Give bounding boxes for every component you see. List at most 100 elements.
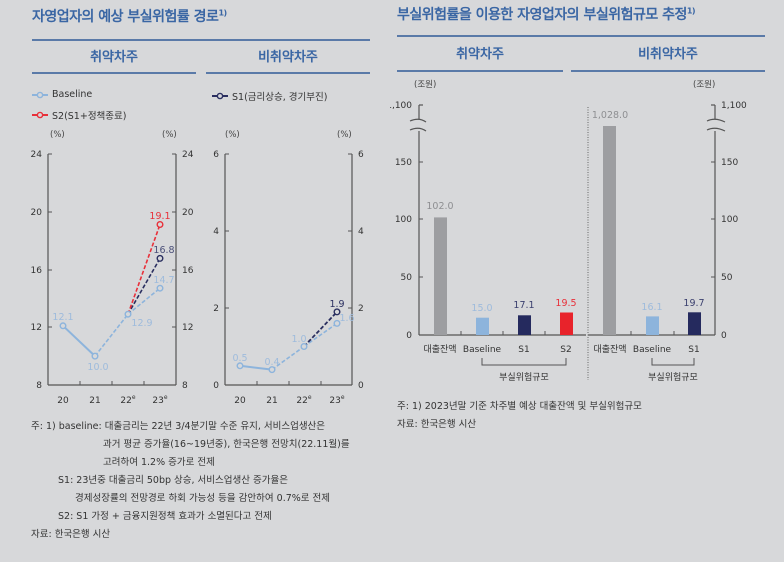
- svg-text:102.0: 102.0: [426, 201, 453, 212]
- svg-text:50: 50: [401, 273, 413, 283]
- s2-marker-icon: [32, 111, 48, 119]
- baseline-marker-icon: [32, 91, 48, 98]
- svg-text:S1: S1: [688, 345, 699, 355]
- left-panel-2-label: 비취약차주: [258, 50, 318, 65]
- svg-text:22e: 22e: [120, 394, 135, 406]
- svg-text:1,028.0: 1,028.0: [592, 110, 628, 121]
- legend-baseline: Baseline: [32, 89, 92, 100]
- left-note-5: 경제성장률의 전망경로 하회 가능성 등을 감안하여 0.7%로 전제: [75, 493, 331, 504]
- svg-text:(조원): (조원): [693, 80, 715, 90]
- s1-marker-icon: [212, 92, 228, 100]
- vulnerable-line-chart: (%) (%) 24 20 16 12 8 24 20 16 12 8 20 2…: [31, 130, 194, 406]
- svg-text:16.8: 16.8: [153, 245, 174, 256]
- svg-text:대출잔액: 대출잔액: [593, 343, 626, 355]
- svg-text:1.6: 1.6: [339, 313, 354, 324]
- left-panel-1-rule: [32, 72, 196, 74]
- left-source: 자료: 한국은행 시산: [31, 529, 111, 540]
- svg-text:0.5: 0.5: [232, 353, 247, 364]
- svg-text:0: 0: [213, 381, 219, 391]
- svg-text:0: 0: [406, 331, 412, 341]
- right-top-rule: [397, 35, 765, 37]
- svg-text:4: 4: [213, 227, 219, 237]
- svg-text:12: 12: [182, 323, 193, 333]
- right-panel-2-label: 비취약차주: [638, 47, 698, 62]
- svg-text:0: 0: [721, 331, 727, 341]
- svg-text:1,100: 1,100: [721, 101, 747, 111]
- svg-text:1.0: 1.0: [291, 334, 306, 345]
- left-note-3: 고려하여 1.2% 증가로 전제: [103, 457, 215, 468]
- legend-s1: S1(금리상승, 경기부진): [212, 89, 327, 103]
- svg-text:22e: 22e: [296, 394, 311, 406]
- left-axis-unit: (%): [50, 130, 65, 140]
- svg-text:0.4: 0.4: [264, 357, 279, 368]
- svg-text:150: 150: [721, 158, 738, 168]
- svg-text:(조원): (조원): [414, 80, 436, 90]
- svg-text:8: 8: [36, 381, 42, 391]
- right-chart-title: 부실위험률을 이용한 자영업자의 부실위험규모 추정1): [397, 4, 696, 24]
- risk-size-bar-chart: (조원) (조원) 1,100 150 100 50 0 102.0 15.0 …: [390, 80, 747, 383]
- svg-text:20: 20: [57, 396, 69, 406]
- left-title-footnote: 1): [218, 8, 227, 18]
- svg-text:17.1: 17.1: [513, 300, 534, 311]
- svg-text:S1: S1: [518, 345, 529, 355]
- svg-text:21: 21: [89, 396, 100, 406]
- svg-text:100: 100: [395, 215, 412, 225]
- svg-text:2: 2: [213, 304, 219, 314]
- svg-text:(%): (%): [337, 130, 352, 140]
- left-note-2: 과거 평균 증가율(16~19년중), 한국은행 전망치(22.11월)를: [103, 439, 350, 450]
- svg-text:23e: 23e: [329, 394, 344, 406]
- svg-text:14.7: 14.7: [153, 275, 174, 286]
- svg-text:16: 16: [31, 266, 43, 276]
- svg-text:150: 150: [395, 158, 412, 168]
- left-chart-title: 자영업자의 예상 부실위험률 경로1): [32, 6, 227, 26]
- right-panel-2-rule: [571, 70, 765, 72]
- svg-text:(%): (%): [225, 130, 240, 140]
- svg-text:100: 100: [721, 215, 738, 225]
- svg-text:20: 20: [234, 396, 246, 406]
- legend-s2: S2(S1+정책종료): [32, 108, 126, 122]
- svg-text:16: 16: [182, 266, 194, 276]
- svg-text:4: 4: [358, 227, 364, 237]
- svg-text:50: 50: [721, 273, 733, 283]
- svg-text:Baseline: Baseline: [633, 345, 672, 355]
- svg-text:19.7: 19.7: [683, 298, 704, 309]
- right-panel-1-label: 취약차주: [456, 47, 504, 62]
- svg-text:10.0: 10.0: [87, 362, 108, 373]
- svg-text:Baseline: Baseline: [463, 345, 502, 355]
- left-title-text: 자영업자의 예상 부실위험률 경로: [32, 9, 219, 25]
- svg-text:8: 8: [182, 381, 188, 391]
- left-top-rule: [32, 39, 370, 41]
- legend-s2-label: S2(S1+정책종료): [52, 111, 127, 122]
- svg-text:12: 12: [31, 323, 42, 333]
- right-title-text: 부실위험률을 이용한 자영업자의 부실위험규모 추정: [397, 7, 687, 23]
- svg-text:24: 24: [31, 150, 43, 160]
- svg-text:대출잔액: 대출잔액: [423, 343, 456, 355]
- svg-text:1,100: 1,100: [390, 101, 412, 111]
- svg-text:6: 6: [213, 150, 219, 160]
- non-vulnerable-line-chart: (%) (%) 6 4 2 0 6 4 2 0 20 21 22e 23e 0.…: [213, 130, 364, 406]
- svg-text:12.1: 12.1: [52, 312, 73, 323]
- right-note-1: 주: 1) 2023년말 기준 차주별 예상 대출잔액 및 부실위험규모: [397, 401, 642, 412]
- left-note-6: S2: S1 가정 + 금융지원정책 효과가 소멸된다고 전제: [58, 511, 272, 522]
- svg-text:2: 2: [358, 304, 364, 314]
- right-source: 자료: 한국은행 시산: [397, 419, 477, 430]
- svg-text:19.1: 19.1: [149, 211, 170, 222]
- right-title-footnote: 1): [686, 6, 696, 16]
- svg-text:부실위험규모: 부실위험규모: [499, 372, 549, 383]
- svg-text:21: 21: [266, 396, 277, 406]
- svg-text:0: 0: [358, 381, 364, 391]
- svg-text:부실위험규모: 부실위험규모: [648, 372, 698, 383]
- svg-text:12.9: 12.9: [131, 318, 152, 329]
- svg-text:16.1: 16.1: [641, 302, 662, 313]
- svg-text:15.0: 15.0: [471, 303, 492, 314]
- right-panel-1-rule: [397, 70, 563, 72]
- legend-baseline-label: Baseline: [52, 89, 93, 100]
- right-axis-unit: (%): [162, 130, 177, 140]
- left-note-1: 주: 1) baseline: 대출금리는 22년 3/4분기말 수준 유지, …: [31, 421, 326, 432]
- svg-text:20: 20: [31, 208, 43, 218]
- svg-text:6: 6: [358, 150, 364, 160]
- legend-s1-label: S1(금리상승, 경기부진): [232, 92, 328, 103]
- svg-text:23e: 23e: [152, 394, 167, 406]
- svg-text:20: 20: [182, 208, 194, 218]
- left-panel-1-label: 취약차주: [90, 50, 138, 65]
